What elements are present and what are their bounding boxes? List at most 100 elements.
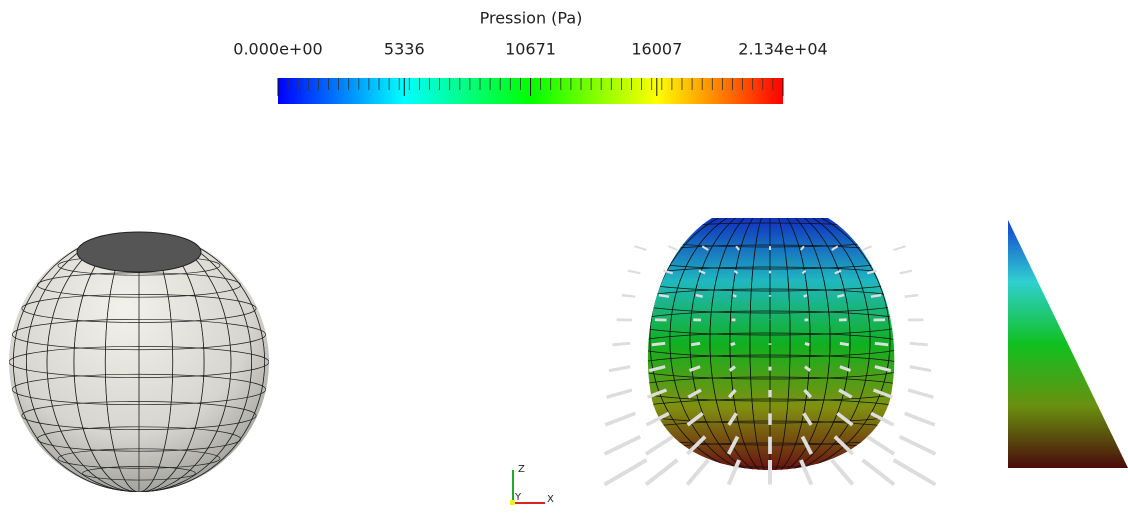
arrow bbox=[904, 293, 919, 298]
mesh-line bbox=[46, 232, 232, 492]
arrow bbox=[907, 388, 934, 399]
arrow bbox=[690, 341, 701, 347]
arrow bbox=[866, 269, 877, 275]
arrow bbox=[687, 388, 702, 399]
arrow bbox=[645, 411, 670, 427]
mesh-line bbox=[104, 232, 174, 492]
sphere-opening bbox=[76, 231, 202, 273]
arrow bbox=[803, 294, 808, 298]
arrow bbox=[804, 365, 812, 372]
x-label: X bbox=[547, 494, 554, 505]
mesh-line bbox=[73, 232, 205, 492]
arrow bbox=[627, 269, 641, 275]
arrow bbox=[726, 459, 741, 486]
arrow bbox=[839, 365, 852, 373]
arrow bbox=[802, 412, 813, 426]
arrow bbox=[688, 365, 701, 373]
arrow bbox=[874, 365, 892, 373]
colorbar-tick-label: 10671 bbox=[505, 40, 556, 59]
colorbar-ticks: 0.000e+00 5336 10671 16007 2.134e+04 bbox=[233, 40, 828, 96]
arrow bbox=[833, 435, 855, 456]
arrow bbox=[838, 388, 853, 399]
arrow bbox=[899, 269, 913, 275]
arrow bbox=[686, 411, 704, 427]
arrow bbox=[800, 435, 814, 455]
arrow bbox=[608, 365, 631, 373]
profile-triangle bbox=[1008, 220, 1128, 468]
arrow bbox=[804, 341, 810, 347]
arrow bbox=[874, 341, 889, 347]
arrow bbox=[831, 245, 839, 251]
colorbar-tick-label: 16007 bbox=[631, 40, 682, 59]
arrow bbox=[861, 458, 896, 487]
arrow bbox=[651, 341, 666, 347]
arrow bbox=[830, 458, 855, 486]
arrow bbox=[909, 341, 928, 347]
arrow bbox=[606, 388, 633, 399]
arrow bbox=[644, 435, 674, 456]
arrow bbox=[726, 435, 740, 455]
mesh-line bbox=[12, 232, 266, 492]
arrow bbox=[870, 293, 882, 298]
arrow bbox=[870, 411, 895, 427]
arrow bbox=[837, 293, 845, 298]
arrow bbox=[695, 293, 703, 298]
arrow bbox=[893, 245, 906, 251]
mesh-line bbox=[709, 218, 831, 470]
arrow bbox=[834, 269, 842, 275]
arrow bbox=[800, 245, 805, 251]
arrow bbox=[730, 341, 736, 347]
arrow bbox=[872, 388, 894, 399]
arrow bbox=[892, 458, 937, 487]
colorbar-tick-label: 0.000e+00 bbox=[233, 40, 322, 59]
mesh-line bbox=[669, 218, 871, 470]
arrow bbox=[735, 245, 740, 251]
arrow bbox=[904, 411, 936, 427]
arrow bbox=[732, 294, 737, 298]
arrow bbox=[727, 412, 738, 426]
arrow bbox=[644, 458, 679, 487]
arrow bbox=[685, 435, 707, 456]
mesh-line bbox=[729, 218, 811, 470]
mesh-line bbox=[25, 232, 253, 492]
arrow bbox=[621, 293, 636, 298]
arrow bbox=[634, 245, 647, 251]
z-label: Z bbox=[518, 464, 525, 475]
y-axis bbox=[510, 500, 515, 505]
arrow bbox=[799, 459, 814, 486]
arrow bbox=[663, 269, 674, 275]
arrow bbox=[728, 365, 736, 372]
colorbar-tick-label: 5336 bbox=[384, 40, 425, 59]
arrow bbox=[733, 269, 739, 275]
arrow bbox=[698, 269, 706, 275]
arrow bbox=[658, 293, 670, 298]
colorbar-tick-label: 2.134e+04 bbox=[738, 40, 827, 59]
arrow bbox=[646, 388, 668, 399]
arrow bbox=[648, 365, 666, 373]
arrow bbox=[612, 341, 631, 347]
arrow bbox=[667, 245, 678, 251]
arrow bbox=[862, 245, 873, 251]
arrow bbox=[898, 434, 937, 456]
arrow bbox=[909, 365, 932, 373]
arrow bbox=[839, 341, 850, 347]
arrow bbox=[603, 434, 642, 456]
arrow bbox=[836, 411, 854, 427]
mesh-line bbox=[749, 218, 791, 470]
arrow bbox=[727, 388, 737, 399]
vector-glyphs bbox=[603, 245, 937, 487]
mesh-line bbox=[689, 218, 851, 470]
arrow bbox=[603, 458, 648, 487]
colorbar-title: Pression (Pa) bbox=[480, 9, 583, 28]
arrow bbox=[604, 411, 636, 427]
orientation-axes: Z Y X bbox=[510, 464, 554, 505]
arrow bbox=[803, 388, 813, 399]
y-label: Y bbox=[514, 492, 522, 503]
arrow bbox=[701, 245, 709, 251]
arrow bbox=[801, 269, 807, 275]
mesh-line bbox=[649, 218, 891, 470]
arrow bbox=[866, 435, 896, 456]
